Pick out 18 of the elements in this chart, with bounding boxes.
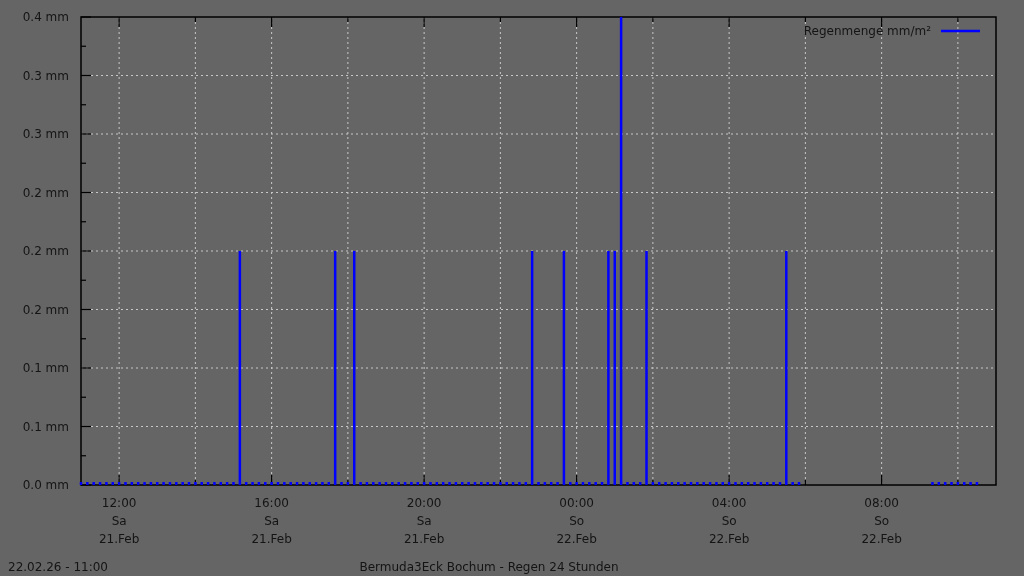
text: Bermuda3Eck Bochum - Regen 24 Stunden — [359, 560, 619, 574]
x-tick-label: 04:00 So 22.Feb — [708, 496, 750, 546]
y-tick-label: 0.2 mm — [22, 302, 69, 317]
y-tick-label: 0.2 mm — [22, 185, 69, 200]
x-tick-label: 16:00 Sa 21.Feb — [251, 496, 292, 546]
text: 22.02.26 - 11:00 — [8, 560, 108, 574]
y-tick-label: 0.1 mm — [22, 419, 69, 434]
y-tick-label: 0.4 mm — [22, 10, 69, 25]
x-tick-label: 00:00 So 22.Feb — [556, 496, 597, 546]
y-tick-label: 0.0 mm — [22, 478, 69, 493]
y-tick-label: 0.3 mm — [22, 68, 69, 83]
y-tick-label: 0.3 mm — [22, 127, 69, 142]
legend-label: Regenmenge mm/m² — [803, 24, 932, 39]
x-tick-label: 08:00 So 22.Feb — [861, 496, 902, 546]
y-tick-label: 0.2 mm — [22, 244, 69, 259]
y-tick-label: 0.1 mm — [22, 361, 69, 376]
x-tick-label: 12:00 Sa 21.Feb — [98, 496, 140, 546]
x-tick-label: 20:00 Sa 21.Feb — [403, 496, 445, 546]
